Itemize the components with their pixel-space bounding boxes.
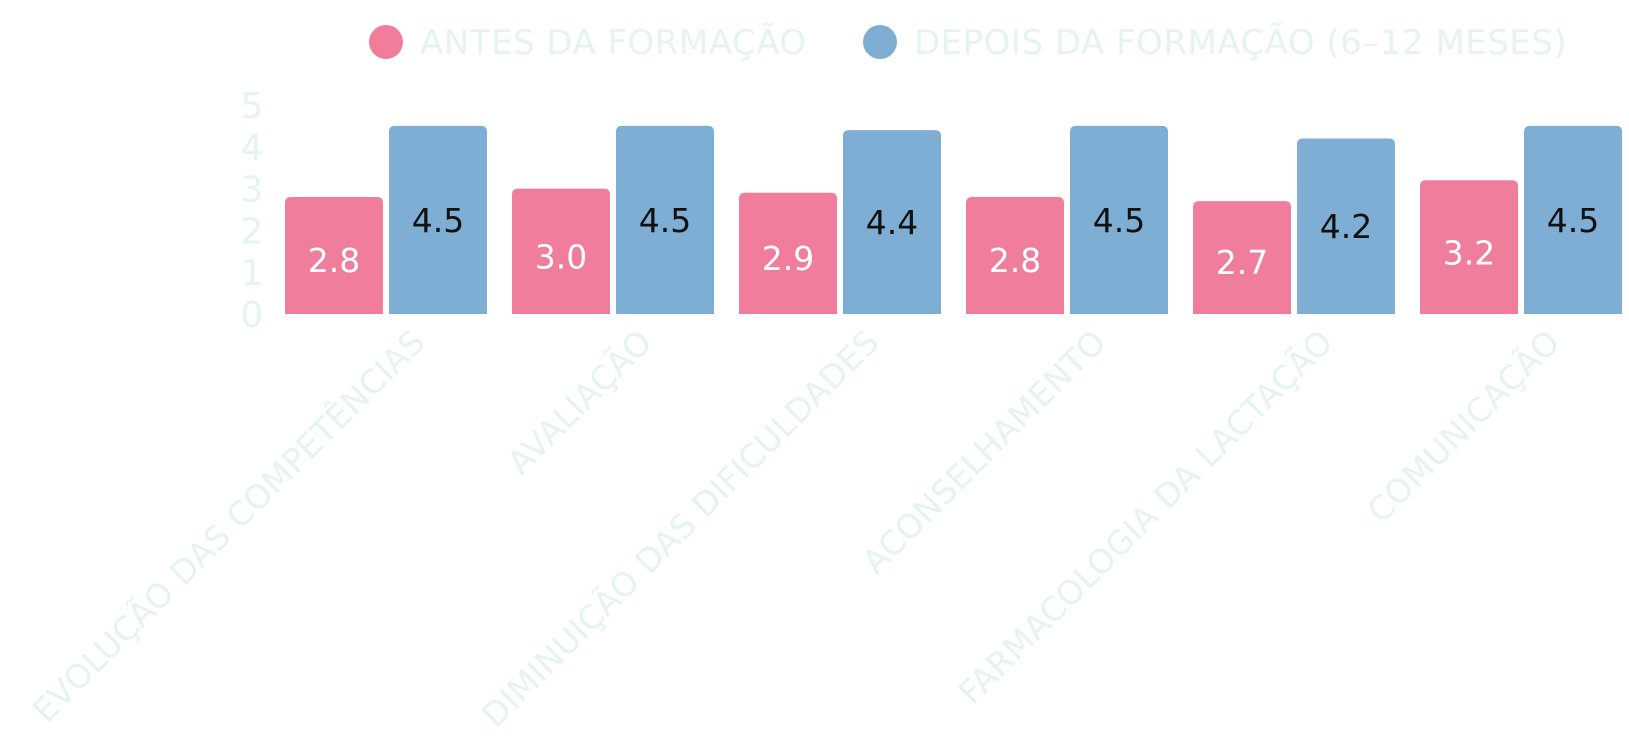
bar [1420,180,1518,314]
y-tick-label: 5 [241,86,264,127]
bar-value-label: 2.9 [762,239,814,278]
y-tick-label: 1 [241,253,264,294]
bar-group: 2.7 4.2 [1193,138,1395,314]
bar-value-label: 4.5 [1547,201,1599,240]
category-label: EVOLUÇÃO DAS COMPETÊNCIAS [24,321,433,730]
x-axis: EVOLUÇÃO DAS COMPETÊNCIAS AVALIAÇÃODIMINU… [24,321,1568,734]
bar-group: 2.8 4.5 [966,125,1168,315]
legend-swatch [369,25,403,59]
bar [1524,125,1622,315]
bar-value-label: 2.8 [308,241,360,280]
bar-group: 2.8 4.5 [285,125,487,315]
bar-group: 3.2 4.5 [1420,125,1622,315]
bar [739,192,837,314]
category-label: COMUNICAÇÃO [1359,322,1567,530]
bar-value-label: 4.2 [1320,207,1372,246]
y-tick-label: 4 [241,128,264,169]
bar [616,125,714,315]
bar [285,196,383,314]
bar-value-label: 2.8 [989,241,1041,280]
bar-value-label: 4.5 [639,201,691,240]
legend-label: DEPOIS DA FORMAÇÃO (6–12 MESES) [914,23,1567,63]
bar-value-label: 3.2 [1443,233,1495,272]
bar-group: 3.0 4.5 [512,125,714,315]
legend-item-2: DEPOIS DA FORMAÇÃO (6–12 MESES) [863,23,1567,63]
bar-value-label: 4.5 [412,201,464,240]
bar-groups: 2.8 4.5 3.0 4.5 2.9 4.4 2.8 4.5 2.7 4.2 3.2 4.5 [285,125,1622,315]
legend-label: ANTES DA FORMAÇÃO [420,23,807,63]
legend-swatch [863,25,897,59]
category-label: DIMINUIÇÃO DAS DIFICULDADES [474,322,887,735]
bar-value-label: 4.4 [866,203,918,242]
bar [1070,125,1168,315]
bar-value-label: 3.0 [535,237,587,276]
bar [966,196,1064,314]
bar-group: 2.9 4.4 [739,130,941,314]
category-label: FARMACOLOGIA DA LACTAÇÃO [951,322,1341,712]
y-tick-label: 0 [241,295,264,336]
bar [1193,201,1291,314]
y-tick-label: 2 [241,211,264,252]
category-label: AVALIAÇÃO [500,322,660,482]
category-label: ACONSELHAMENTO [854,322,1113,581]
legend-item-1: ANTES DA FORMAÇÃO [369,23,807,63]
bar [389,125,487,315]
y-tick-label: 3 [241,170,264,211]
bar-value-label: 4.5 [1093,201,1145,240]
bar [843,130,941,314]
chart-legend: ANTES DA FORMAÇÃO DEPOIS DA FORMAÇÃO (6–1… [369,23,1567,63]
bar [1297,138,1395,314]
bar [512,188,610,314]
bar-value-label: 2.7 [1216,243,1268,282]
